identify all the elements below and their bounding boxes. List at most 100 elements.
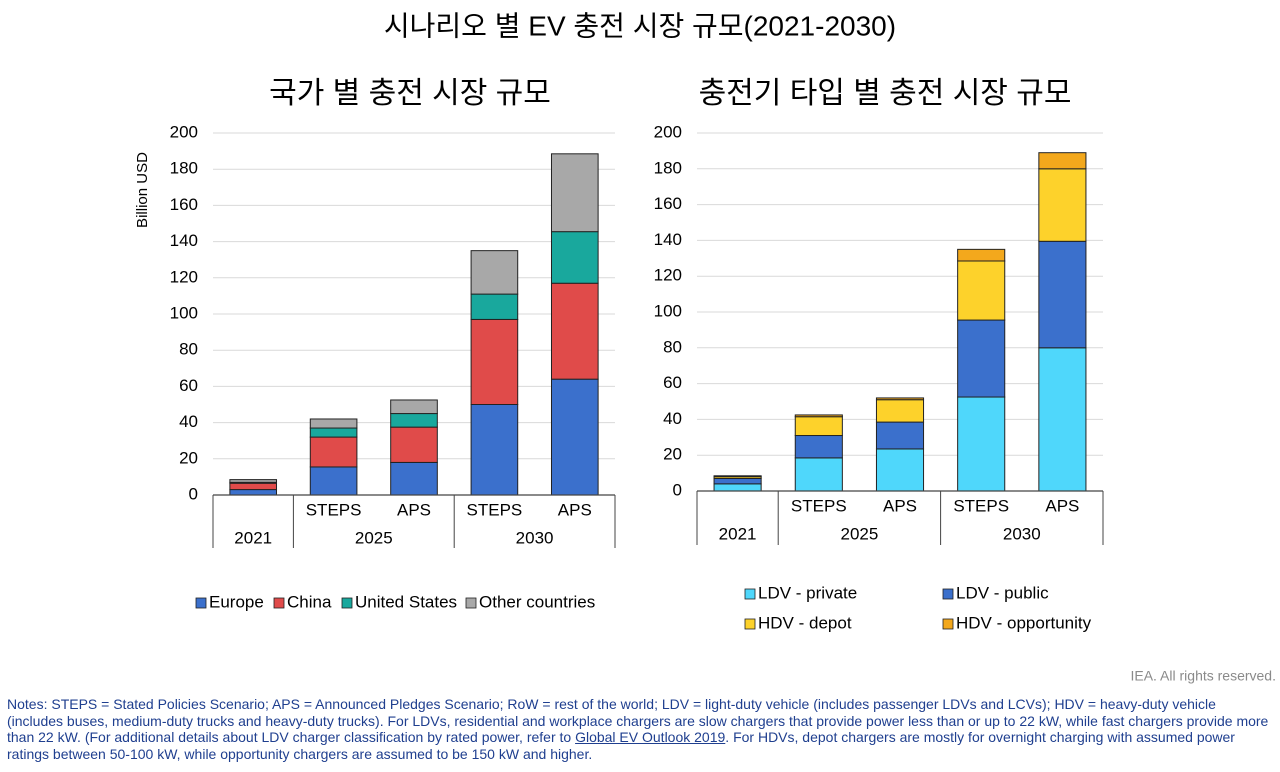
bar-segment (875, 421, 925, 450)
legend-label: HDV - opportunity (956, 613, 1092, 632)
legend-label: LDV - private (758, 583, 857, 602)
bar-segment (550, 282, 599, 380)
x-tick-label: APS (883, 496, 917, 515)
bar-segment (1038, 168, 1087, 242)
y-tick-label: 0 (189, 484, 198, 503)
credit: IEA. All rights reserved. (1130, 668, 1276, 684)
y-tick-label: 200 (170, 122, 198, 141)
y-tick-label: 180 (654, 158, 682, 177)
y-tick-label: 120 (170, 267, 198, 286)
bar-segment (1038, 347, 1087, 492)
legend-label: China (287, 592, 332, 611)
legend-label: United States (355, 592, 457, 611)
bar-segment (875, 399, 925, 423)
group-label: 2021 (234, 528, 272, 547)
notes-text: . For HDVs, depot chargers are mostly fo… (7, 729, 1235, 762)
y-tick-label: 100 (654, 301, 682, 320)
chart: 시나리오 별 EV 충전 시장 규모(2021-2030) IEA. All r… (134, 10, 1276, 684)
bar-segment (229, 482, 278, 491)
legend-label: Other countries (479, 592, 595, 611)
bar-segment (1038, 240, 1087, 349)
y-tick-label: 120 (654, 266, 682, 285)
group-label: 2025 (840, 524, 878, 543)
y-tick-label: 0 (673, 480, 682, 499)
bar-segment (390, 413, 438, 428)
legend-swatch (465, 597, 477, 609)
group-label: 2021 (719, 524, 757, 543)
bar-segment (229, 479, 278, 483)
bar-segment (390, 399, 438, 415)
bar-segment (470, 404, 519, 496)
y-tick-label: 80 (179, 340, 198, 359)
legend-label: LDV - public (956, 583, 1049, 602)
y-tick-label: 200 (654, 122, 682, 141)
legend-label: HDV - depot (758, 613, 852, 632)
legend-swatch (942, 588, 954, 600)
x-tick-label: APS (558, 500, 592, 519)
notes-link[interactable]: Global EV Outlook 2019 (575, 729, 726, 745)
bar-segment (390, 426, 438, 463)
bar-segment (794, 414, 843, 418)
bar-segment (309, 418, 358, 429)
bar-segment (470, 318, 519, 405)
bar-segment (550, 153, 599, 233)
bar-segment (390, 461, 438, 496)
x-tick-label: STEPS (306, 500, 362, 519)
y-tick-label: 20 (663, 445, 682, 464)
y-tick-label: 140 (654, 230, 682, 249)
bar-segment (470, 250, 519, 295)
bar-segment (1038, 152, 1087, 170)
x-tick-label: APS (397, 500, 431, 519)
main-title: 시나리오 별 EV 충전 시장 규모(2021-2030) (384, 10, 896, 41)
x-tick-label: STEPS (953, 496, 1009, 515)
y-tick-label: 140 (170, 231, 198, 250)
bar-segment (957, 396, 1006, 492)
bar-segment (957, 248, 1006, 262)
y-tick-label: 100 (170, 303, 198, 322)
chart-title: 충전기 타입 별 충전 시장 규모 (699, 77, 1072, 110)
bar-segment (309, 427, 358, 438)
group-label: 2025 (355, 528, 393, 547)
bar-segment (957, 319, 1006, 398)
y-tick-label: 80 (663, 337, 682, 356)
bar-segment (309, 436, 358, 468)
bar-segment (875, 397, 925, 401)
group-label: 2030 (1003, 524, 1041, 543)
bar-segment (550, 378, 599, 496)
y-axis-label: Billion USD (134, 152, 151, 228)
y-tick-label: 40 (663, 409, 682, 428)
notes: Notes: STEPS = Stated Policies Scenario;… (7, 696, 1275, 762)
group-label: 2030 (516, 528, 554, 547)
legend-swatch (273, 597, 285, 609)
bar-segment (713, 475, 762, 478)
legend-swatch (744, 618, 756, 630)
x-tick-label: STEPS (791, 496, 847, 515)
bar-segment (794, 435, 843, 459)
y-tick-label: 160 (170, 195, 198, 214)
legend-swatch (942, 618, 954, 630)
y-tick-label: 20 (179, 448, 198, 467)
y-tick-label: 60 (179, 376, 198, 395)
bar-segment (470, 293, 519, 320)
y-tick-label: 40 (179, 412, 198, 431)
notes-text: Notes: STEPS = Stated Policies Scenario;… (7, 696, 1269, 745)
bar-segment (957, 260, 1006, 321)
bar-segment (309, 466, 358, 496)
y-tick-label: 60 (663, 373, 682, 392)
x-tick-label: STEPS (467, 500, 523, 519)
bar-segment (550, 231, 599, 284)
bar-segment (229, 489, 278, 496)
legend-swatch (341, 597, 353, 609)
y-tick-label: 160 (654, 194, 682, 213)
legend-swatch (195, 597, 207, 609)
bar-segment (713, 483, 762, 492)
x-tick-label: APS (1045, 496, 1079, 515)
y-tick-label: 180 (170, 159, 198, 178)
bar-segment (875, 448, 925, 492)
chart-title: 국가 별 충전 시장 규모 (269, 77, 551, 110)
bar-segment (713, 477, 762, 485)
legend-label: Europe (209, 592, 264, 611)
legend-swatch (744, 588, 756, 600)
bar-segment (794, 457, 843, 492)
